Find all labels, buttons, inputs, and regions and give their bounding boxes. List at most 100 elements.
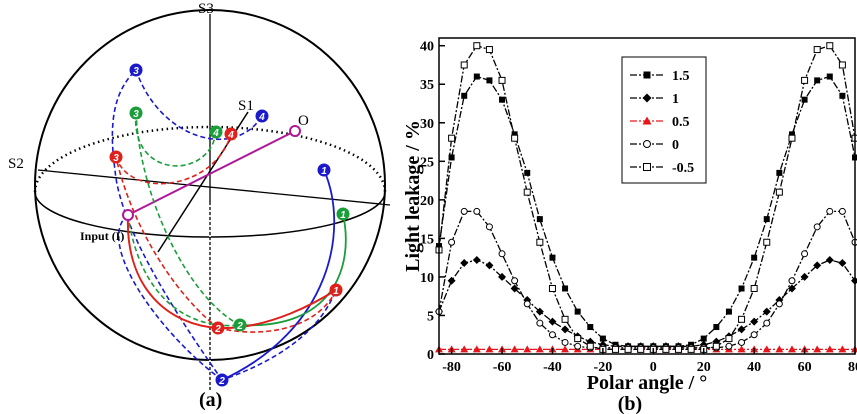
x-tick-label: -80 <box>442 360 461 375</box>
marker-blue-3: 3 <box>129 63 143 77</box>
input-label: Input (I) <box>80 229 124 243</box>
marker-blue-2: 2 <box>215 373 229 387</box>
data-point-0 <box>536 216 543 223</box>
legend-item: 1 <box>630 92 679 107</box>
data-point-0 <box>562 285 569 292</box>
marker-blue-1: 1 <box>317 163 331 177</box>
data-point-4 <box>788 134 796 142</box>
green-path-2-3 <box>135 112 241 326</box>
data-point-4 <box>624 345 632 353</box>
data-point-0 <box>713 324 720 331</box>
data-point-1 <box>485 261 494 270</box>
s2-label: S2 <box>8 156 24 172</box>
poincare-sphere-panel: 1 2 3 4 1 2 3 4 1 2 3 4 S3 S1 S2 O Input (I) (a) <box>8 1 391 411</box>
legend: 1.5 1 0.5 0 -0.5 <box>621 56 707 184</box>
data-point-1 <box>762 307 771 316</box>
data-point-2 <box>825 345 834 353</box>
marker-dot <box>129 63 143 77</box>
data-point-0 <box>486 77 493 84</box>
data-point-0 <box>776 169 783 176</box>
data-point-0 <box>801 96 808 103</box>
legend-label: 0.5 <box>672 115 690 130</box>
data-point-1 <box>838 259 847 268</box>
data-point-4 <box>763 238 771 246</box>
legend-marker <box>642 116 652 125</box>
y-tick-label: 40 <box>420 40 434 55</box>
data-point-4 <box>725 335 733 343</box>
legend-marker <box>643 163 651 171</box>
marker-number: 2 <box>236 321 243 332</box>
legend-label: 0 <box>672 138 679 153</box>
legend-box <box>621 56 707 184</box>
data-point-4 <box>485 46 493 54</box>
data-point-4 <box>637 345 645 353</box>
y-tick-label: 20 <box>420 194 434 209</box>
data-point-0 <box>574 308 581 315</box>
data-point-2 <box>523 345 532 353</box>
data-point-3 <box>763 319 771 327</box>
data-point-1 <box>535 307 544 316</box>
y-tick-label: 25 <box>420 155 434 170</box>
x-tick-label: 40 <box>747 360 761 375</box>
data-point-2 <box>737 345 746 353</box>
data-point-3 <box>473 207 481 215</box>
y-tick-label: 0 <box>427 348 434 363</box>
data-point-2 <box>485 345 494 353</box>
data-point-1 <box>460 259 469 268</box>
data-point-0 <box>725 308 732 315</box>
data-point-4 <box>738 315 746 323</box>
point-input <box>122 209 134 221</box>
data-point-2 <box>813 345 822 353</box>
data-point-1 <box>737 325 746 334</box>
marker-dot <box>129 106 143 120</box>
marker-number: 2 <box>218 376 225 387</box>
data-point-4 <box>712 342 720 350</box>
y-axis-label: Light leakage / % <box>402 120 424 272</box>
data-point-3 <box>738 338 746 346</box>
data-point-3 <box>725 342 733 350</box>
data-point-4 <box>611 345 619 353</box>
marker-dot <box>336 207 350 221</box>
x-tick-label: 20 <box>697 360 711 375</box>
y-tick-label: 35 <box>420 78 434 93</box>
legend-marker <box>643 140 651 148</box>
data-point-4 <box>586 342 594 350</box>
data-point-2 <box>510 345 519 353</box>
data-point-4 <box>662 345 670 353</box>
data-point-0 <box>499 96 506 103</box>
data-point-1 <box>498 272 507 281</box>
data-point-2 <box>472 345 481 353</box>
blue-path-3-4 <box>135 69 263 140</box>
marker-number: 1 <box>333 286 339 297</box>
axis-ticks: -80-60-40-200204060800510152025303540 <box>420 40 857 375</box>
data-point-1 <box>510 284 519 293</box>
data-point-3 <box>813 223 821 231</box>
legend-item: 0.5 <box>630 115 690 130</box>
data-point-4 <box>448 134 456 142</box>
marker-green-1: 1 <box>336 207 350 221</box>
legend-marker <box>643 71 651 79</box>
marker-number: 4 <box>258 112 265 123</box>
data-point-1 <box>447 276 456 285</box>
marker-red-2: 2 <box>211 321 225 335</box>
data-point-1 <box>561 325 570 334</box>
data-point-0 <box>839 92 846 99</box>
data-point-3 <box>448 238 456 246</box>
data-point-2 <box>561 345 570 353</box>
green-path-1-2 <box>239 213 347 327</box>
marker-red-4: 4 <box>224 127 238 141</box>
legend-item: -0.5 <box>630 161 694 176</box>
marker-number: 3 <box>133 66 139 77</box>
marker-dot <box>329 283 343 297</box>
series-lines <box>438 44 856 351</box>
data-point-4 <box>536 238 544 246</box>
marker-red-1: 1 <box>329 283 343 297</box>
input-to-o-line <box>127 130 296 216</box>
legend-item: 1.5 <box>630 69 690 84</box>
green-path-3-4 <box>135 112 217 167</box>
series-line-3 <box>438 210 856 349</box>
point-o <box>289 125 301 137</box>
panel-b-label: (b) <box>618 393 642 414</box>
data-point-0 <box>448 154 455 161</box>
data-point-2 <box>535 345 544 353</box>
